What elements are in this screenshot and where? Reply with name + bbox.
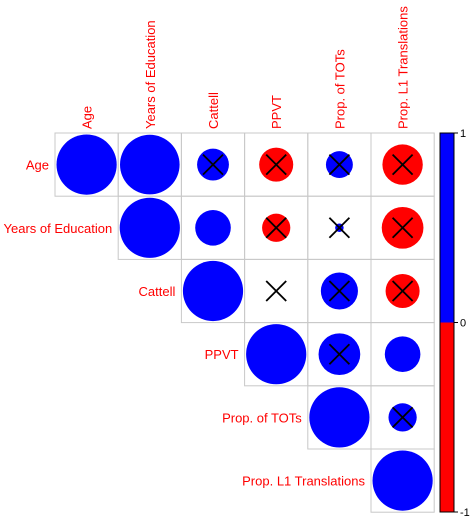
column-label: Cattell [206, 92, 221, 129]
corr-circle-3-5 [384, 336, 421, 373]
corr-circle-2-2 [182, 260, 244, 322]
insignificant-cross [391, 280, 414, 302]
insignificant-cross [265, 153, 287, 176]
colorbar-negative [440, 322, 454, 512]
row-label: Cattell [139, 284, 176, 299]
insignificant-cross [328, 343, 351, 365]
colorbar: 1 0 -1 [439, 128, 470, 518]
grid-layer [54, 132, 435, 513]
row-label: Years of Education [4, 221, 113, 236]
colorbar-tick-label: 1 [460, 128, 466, 140]
corr-circle-4-4 [309, 387, 370, 448]
insignificant-cross [391, 217, 414, 239]
corr-circle-1-1 [119, 197, 180, 258]
insignificant-cross [328, 153, 351, 176]
label-layer: Age Age Years of Education Years of Educati… [4, 6, 411, 489]
grid-cell [370, 448, 435, 513]
insignificant-cross [391, 406, 414, 429]
column-label: PPVT [269, 95, 284, 129]
insignificant-cross [391, 153, 414, 176]
row-label: Prop. of TOTs [222, 410, 302, 425]
insignificant-cross [265, 280, 287, 302]
colorbar-tick-label: 0 [460, 318, 466, 330]
insignificant-cross [202, 153, 224, 176]
row-label: Prop. L1 Translations [242, 474, 365, 489]
column-label: Years of Education [143, 20, 158, 129]
circle-layer [56, 134, 433, 511]
corr-circle-0-0 [56, 134, 117, 195]
insignificant-cross [328, 217, 351, 239]
insignificant-cross [265, 217, 287, 239]
column-label: Prop. of TOTs [332, 49, 347, 129]
corr-circle-1-2 [195, 209, 231, 246]
row-label: PPVT [205, 347, 239, 362]
corr-circle-0-1 [120, 134, 180, 195]
corr-circle-3-3 [246, 324, 307, 385]
insignificant-cross [328, 280, 351, 302]
colorbar-tick-label: -1 [460, 507, 470, 518]
row-label: Age [26, 158, 49, 173]
column-label: Prop. L1 Translations [396, 6, 411, 129]
colorbar-positive [440, 133, 454, 323]
corr-circle-5-5 [372, 450, 433, 511]
column-label: Age [80, 106, 95, 129]
